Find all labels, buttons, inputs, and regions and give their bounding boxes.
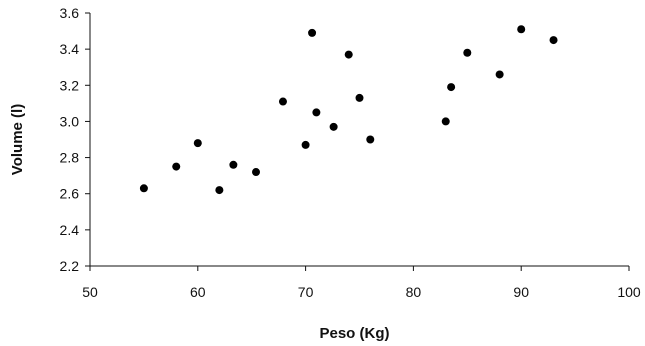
data-point: [549, 36, 558, 45]
x-tick-label: 50: [82, 284, 98, 300]
data-point: [441, 117, 450, 126]
y-axis-ticks: 2.2 2.4 2.6 2.8 3.0 3.2 3.4 3.6: [60, 5, 90, 274]
y-tick-label: 3.6: [60, 5, 80, 21]
data-point: [278, 97, 287, 106]
data-point: [355, 93, 364, 102]
y-tick-label: 2.6: [60, 186, 80, 202]
data-point: [139, 184, 148, 193]
axes: [89, 13, 629, 267]
data-point: [447, 83, 456, 92]
y-tick-label: 2.8: [60, 150, 80, 166]
y-axis-title: Volume (l): [9, 104, 26, 175]
data-point: [366, 135, 375, 144]
data-point: [308, 28, 317, 37]
data-point: [463, 48, 472, 57]
x-tick-label: 100: [617, 284, 641, 300]
data-point: [495, 70, 504, 79]
data-point: [344, 50, 353, 59]
data-point: [252, 168, 261, 177]
data-point: [215, 186, 224, 195]
data-point: [329, 122, 338, 131]
data-point: [229, 160, 238, 169]
x-tick-label: 80: [406, 284, 422, 300]
data-points: [139, 25, 558, 195]
x-tick-label: 70: [298, 284, 314, 300]
data-point: [517, 25, 526, 34]
data-point: [301, 140, 310, 149]
y-tick-label: 3.2: [60, 77, 80, 93]
x-tick-label: 90: [513, 284, 529, 300]
y-tick-label: 2.2: [60, 258, 80, 274]
x-axis-title: Peso (Kg): [319, 325, 389, 342]
data-point: [193, 139, 202, 148]
x-axis-ticks: 50 60 70 80 90 100: [82, 266, 641, 300]
y-tick-label: 3.4: [60, 41, 80, 57]
y-tick-label: 3.0: [60, 113, 80, 129]
data-point: [312, 108, 321, 117]
x-tick-label: 60: [190, 284, 206, 300]
y-tick-label: 2.4: [60, 222, 80, 238]
data-point: [172, 162, 181, 171]
